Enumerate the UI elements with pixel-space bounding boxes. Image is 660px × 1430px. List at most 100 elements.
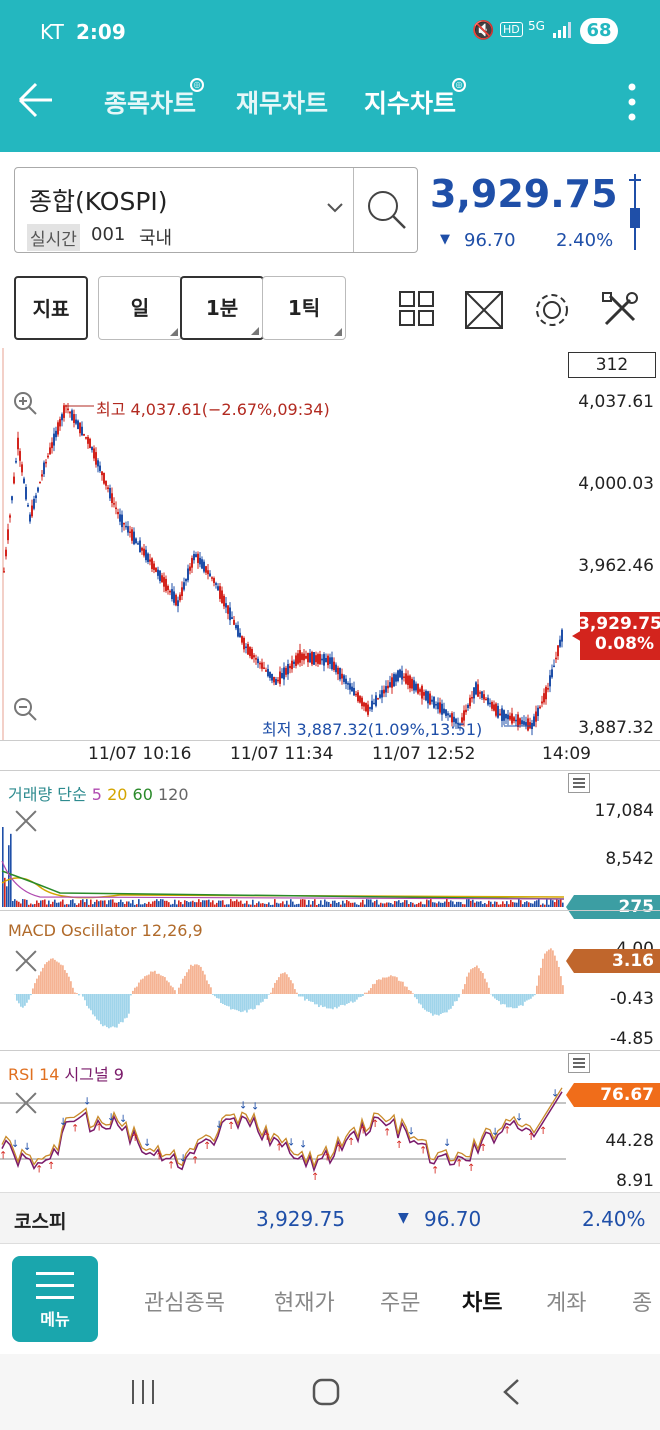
macd-bar xyxy=(262,994,264,1002)
volume-bar xyxy=(158,901,160,907)
price-chart[interactable]: 312 최고 4,037.61(−2.67%,09:34) 최저 3,887.3… xyxy=(0,348,660,768)
fullscreen-icon[interactable] xyxy=(464,290,504,330)
macd-bar xyxy=(556,960,558,994)
macd-bar xyxy=(98,994,100,1021)
period-day-button[interactable]: 일 xyxy=(98,276,182,340)
macd-bar xyxy=(204,974,206,994)
candle-body xyxy=(267,669,269,677)
gear-icon[interactable] xyxy=(532,290,572,330)
macd-bar xyxy=(198,965,200,994)
down-triangle-icon: ▼ xyxy=(440,232,450,247)
volume-bar xyxy=(276,902,278,907)
macd-bar xyxy=(100,994,102,1025)
volume-bar xyxy=(424,904,426,907)
candle-body xyxy=(497,705,499,718)
candle-body xyxy=(183,582,185,590)
volume-bar xyxy=(24,899,26,907)
grid-layout-icon[interactable] xyxy=(398,290,436,328)
candle-body xyxy=(465,709,467,713)
volume-bar xyxy=(234,901,236,907)
back-arrow-icon[interactable] xyxy=(16,80,56,120)
recent-apps-icon[interactable] xyxy=(130,1378,156,1406)
tab-stock-chart[interactable]: 종목차트 ◎ xyxy=(104,78,204,120)
tab-index-chart[interactable]: 지수차트 ◎ xyxy=(364,78,466,120)
macd-bar xyxy=(190,964,192,994)
macd-bar xyxy=(304,994,306,1001)
macd-bar xyxy=(124,994,126,1019)
volume-bar xyxy=(526,901,528,907)
candle-body xyxy=(209,573,211,577)
nav-current-price[interactable]: 현재가 xyxy=(274,1291,335,1316)
nav-watchlist[interactable]: 관심종목 xyxy=(144,1291,225,1316)
macd-bar xyxy=(66,972,68,994)
macd-bar xyxy=(320,994,322,1006)
nav-account[interactable]: 계좌 xyxy=(546,1291,587,1316)
panel-menu-icon[interactable] xyxy=(568,1053,590,1073)
candle-body xyxy=(539,706,541,709)
volume-bar xyxy=(456,901,458,907)
indicator-button[interactable]: 지표 xyxy=(14,276,88,340)
home-icon[interactable] xyxy=(312,1378,340,1406)
menu-button[interactable]: 메뉴 xyxy=(12,1256,98,1342)
macd-bar xyxy=(110,994,112,1028)
volume-panel[interactable]: 거래량 단순 5 20 60 120 17,084 8,542 275 xyxy=(0,770,660,919)
search-icon[interactable] xyxy=(365,188,409,232)
candle-body xyxy=(255,658,257,660)
macd-bar xyxy=(322,994,324,1008)
buy-arrow-icon: ↑ xyxy=(395,1140,403,1151)
more-vert-icon[interactable] xyxy=(626,82,638,126)
volume-bar xyxy=(388,902,390,907)
volume-bar xyxy=(152,901,154,907)
back-icon[interactable] xyxy=(500,1378,522,1406)
macd-bar xyxy=(174,990,176,994)
zoom-out-icon[interactable] xyxy=(12,696,38,722)
chevron-down-icon[interactable] xyxy=(327,198,343,213)
macd-bar xyxy=(504,994,506,1005)
index-selector[interactable]: 종합(KOSPI) 실시간 001 국내 xyxy=(14,167,418,253)
zoom-in-icon[interactable] xyxy=(12,390,38,416)
footer-quote-bar[interactable]: 코스피 3,929.75 ▼ 96.70 2.40% xyxy=(0,1192,660,1244)
volume-bar xyxy=(254,904,256,907)
volume-bar xyxy=(4,877,6,907)
bottom-nav xyxy=(0,1244,660,1354)
candle-body xyxy=(259,662,261,665)
panel-menu-icon[interactable] xyxy=(568,773,590,793)
candle-body xyxy=(327,655,329,666)
macd-bar xyxy=(230,994,232,1010)
macd-bar xyxy=(220,994,222,1003)
nav-more[interactable]: 종 xyxy=(632,1291,653,1316)
candle-body xyxy=(91,446,93,451)
candle-body xyxy=(245,646,247,649)
nav-chart[interactable]: 차트 xyxy=(462,1291,503,1316)
period-tick-button[interactable]: 1틱 xyxy=(262,276,346,340)
volume-bar xyxy=(260,903,262,907)
candle-body xyxy=(167,585,169,590)
macd-panel[interactable]: MACD Oscillator 12,26,9 4.00 -0.43 -4.85… xyxy=(0,910,660,1050)
volume-bar xyxy=(342,900,344,907)
x-tick: 11/07 12:52 xyxy=(372,744,476,764)
candle-body xyxy=(351,686,353,692)
macd-bar xyxy=(342,994,344,1005)
volume-bar xyxy=(448,901,450,907)
macd-bar xyxy=(148,974,150,994)
macd-bar xyxy=(534,994,536,996)
candle-body xyxy=(19,451,21,461)
macd-bar xyxy=(378,979,380,994)
tab-financial-chart[interactable]: 재무차트 xyxy=(236,89,329,118)
volume-bar xyxy=(26,899,28,907)
macd-bar xyxy=(388,976,390,994)
tools-icon[interactable] xyxy=(600,290,640,330)
volume-bar xyxy=(442,902,444,907)
volume-bar xyxy=(436,903,438,907)
rsi-plot: ↑ ↓ ↓ ↑ ↑ ↓ ↑ ↓ ↑ ↓ ↓ ↑ ↓ ↑ ↑ ↓ ↑ ↑ ↓ ↑ ↓ ↓ ↑ ↑ ↓ ↓ ↑ ↑ ↑ ↑ ↑ ↑ ↑ ↑ ↓ ↑ ↑ ↓ ↑ ↑… xyxy=(0,1087,566,1183)
macd-bar xyxy=(64,970,66,994)
rsi-panel[interactable]: RSI 14 시그널 9 ↑ ↓ ↓ ↑ ↑ ↓ ↑ ↓ ↑ ↓ ↓ ↑ ↓ ↑ ↑ ↓ ↑ ↑ ↓ ↑ ↓ ↓ ↑ ↑ ↓ ↓ ↑… xyxy=(0,1050,660,1192)
volume-bar xyxy=(44,899,46,907)
period-minute-button[interactable]: 1분 xyxy=(180,276,264,340)
volume-bar xyxy=(310,904,312,907)
index-code: 001 xyxy=(91,224,126,245)
nav-order[interactable]: 주문 xyxy=(380,1291,421,1316)
volume-bar xyxy=(514,902,516,907)
volume-bar xyxy=(366,899,368,907)
candle-body xyxy=(217,586,219,591)
